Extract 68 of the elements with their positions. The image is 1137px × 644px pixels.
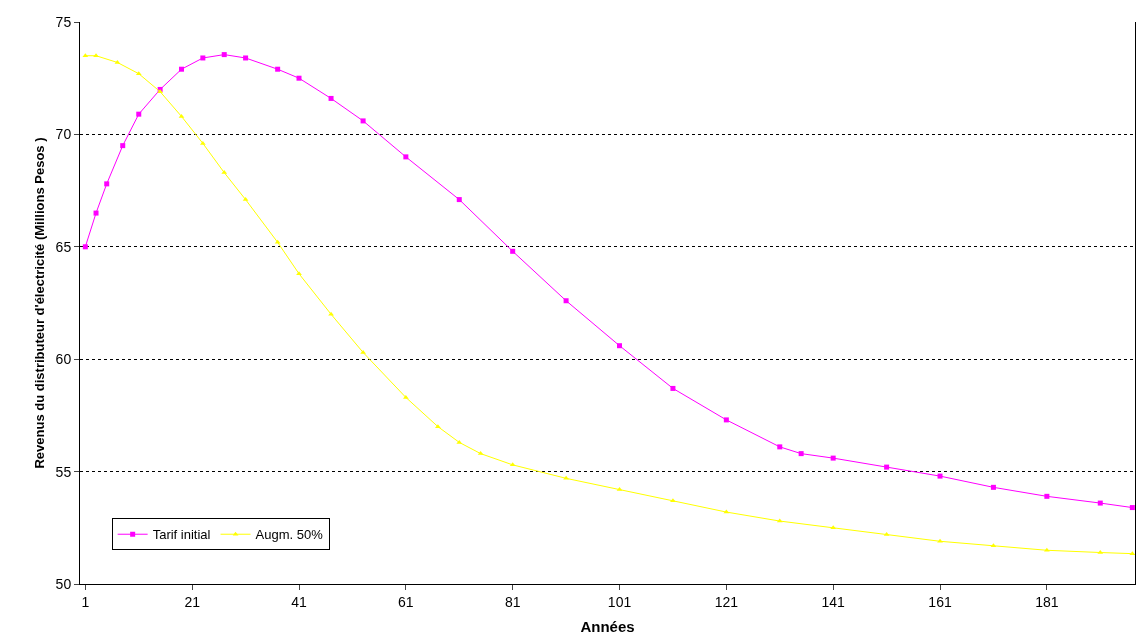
point xyxy=(1044,493,1050,499)
x-tick-label: 61 xyxy=(398,593,414,610)
point xyxy=(296,271,302,276)
x-tick-label: 181 xyxy=(1035,593,1059,610)
point xyxy=(93,53,99,57)
point xyxy=(178,113,185,118)
point xyxy=(670,385,676,391)
point xyxy=(114,59,121,64)
point xyxy=(456,197,462,203)
point xyxy=(360,118,366,124)
legend-label: Tarif initial xyxy=(152,527,211,543)
point xyxy=(830,455,836,461)
point xyxy=(82,244,88,250)
y-tick-label: 55 xyxy=(55,463,72,480)
x-tick-label: 81 xyxy=(504,593,521,610)
point xyxy=(1043,547,1050,552)
y-tick-label: 65 xyxy=(55,238,72,255)
point xyxy=(120,143,126,149)
point xyxy=(178,66,184,72)
point xyxy=(798,451,804,457)
y-tick-label: 60 xyxy=(55,351,72,368)
point xyxy=(104,181,110,187)
point xyxy=(199,140,206,145)
x-axis-title: Années xyxy=(580,617,635,635)
y-tick-label: 50 xyxy=(55,575,72,592)
x-tick-label: 41 xyxy=(291,593,308,610)
point xyxy=(670,498,676,503)
point xyxy=(403,154,409,160)
legend-label: Augm. 50% xyxy=(255,527,324,543)
point xyxy=(884,464,890,470)
point xyxy=(723,417,729,423)
x-tick-label: 21 xyxy=(184,593,201,610)
point xyxy=(402,394,409,399)
point xyxy=(777,444,783,450)
x-tick-label: 161 xyxy=(928,593,952,610)
point xyxy=(1097,500,1103,506)
point xyxy=(275,66,281,72)
point xyxy=(243,55,249,61)
x-tick-label: 101 xyxy=(607,593,632,610)
point xyxy=(509,462,516,467)
point xyxy=(221,52,227,58)
point xyxy=(136,111,142,117)
point xyxy=(456,439,463,444)
y-tick-label: 75 xyxy=(55,13,72,30)
y-axis-title: Revenus du distributeur d'électricité (Millions Pesos ) xyxy=(32,137,47,469)
point xyxy=(328,95,334,101)
point xyxy=(990,484,996,490)
point xyxy=(937,538,943,543)
point xyxy=(776,518,783,523)
point xyxy=(1129,551,1135,555)
point xyxy=(990,543,997,548)
point xyxy=(200,55,206,61)
point xyxy=(435,424,441,428)
x-tick-label: 141 xyxy=(821,593,846,610)
point xyxy=(360,349,366,354)
point xyxy=(93,210,99,216)
point xyxy=(563,298,569,304)
x-tick-label: 121 xyxy=(714,593,739,610)
point xyxy=(563,475,569,480)
point xyxy=(296,75,302,81)
x-tick-label: 1 xyxy=(81,593,90,610)
point xyxy=(274,239,281,244)
point xyxy=(830,525,837,530)
point xyxy=(1129,505,1135,511)
point xyxy=(510,248,516,254)
point xyxy=(617,343,623,349)
y-tick-label: 70 xyxy=(55,126,72,143)
point xyxy=(937,473,943,479)
